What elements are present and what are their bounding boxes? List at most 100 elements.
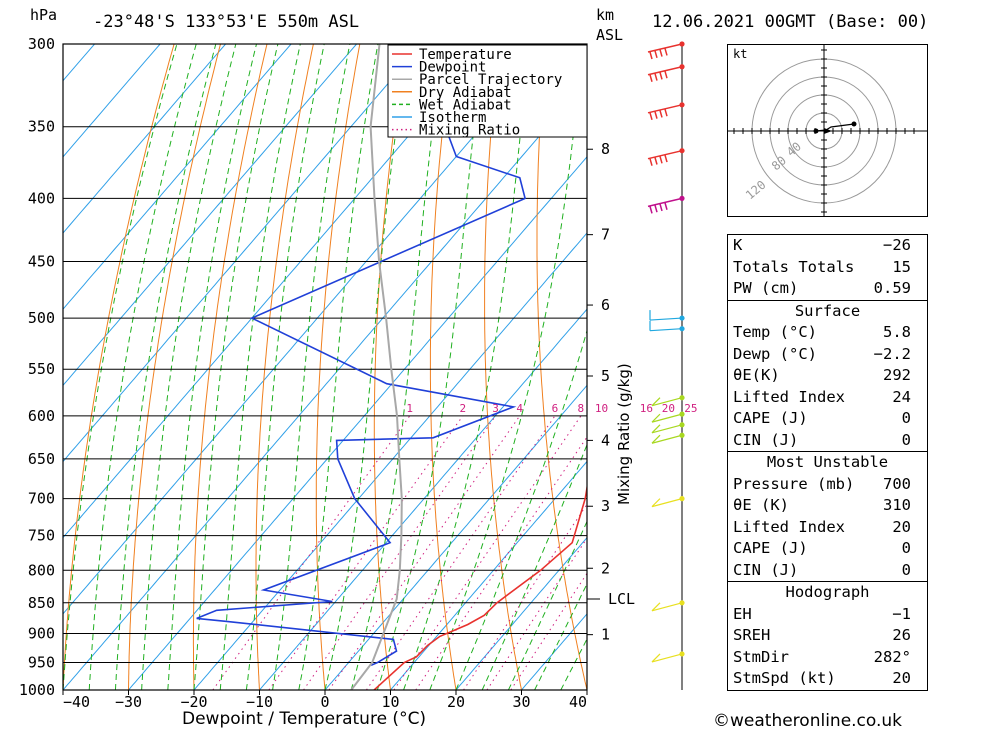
barb-staff — [649, 317, 683, 321]
height-tick-label: 8 — [601, 140, 610, 158]
hodograph-ring-label: 40 — [784, 139, 804, 159]
isotherm — [193, 232, 587, 690]
barb-staff — [647, 197, 683, 208]
dry-adiabat — [962, 35, 1000, 690]
x-axis-title: Dewpoint / Temperature (°C) — [182, 709, 427, 729]
mixing-ratio-axis-title: Mixing Ratio (g/kg) — [615, 363, 633, 505]
barb-staff — [651, 434, 683, 444]
mixing-ratio-label: 2 — [459, 402, 466, 415]
pressure-unit-label: hPa — [30, 6, 58, 24]
mixing-ratio-line — [328, 415, 521, 690]
isotherm — [63, 44, 423, 463]
table-row: Pressure (mb) 700 — [728, 474, 927, 496]
row-label: CAPE (J) — [733, 539, 808, 557]
barb-flag — [664, 70, 668, 79]
wet-adiabat — [114, 44, 217, 690]
wet-adiabat — [507, 520, 587, 690]
row-value: 24 — [892, 387, 911, 406]
hodograph: kt 40 80 120 — [727, 44, 928, 217]
row-label: θE (K) — [733, 496, 789, 514]
row-label: CIN (J) — [733, 430, 799, 449]
height-tick-label: 2 — [601, 559, 610, 577]
hodograph-ring-label: 120 — [743, 178, 769, 203]
wet-adiabat — [481, 443, 587, 690]
isotherm — [390, 460, 587, 690]
pressure-tick-label: 1000 — [19, 681, 55, 699]
table-row: StmSpd (kt) 20 — [728, 668, 927, 690]
barb-feather — [651, 602, 661, 612]
series-dewpoint — [196, 44, 527, 667]
mixing-ratio-labels: 1 2 3 4 6 8 10 16 20 25 — [406, 402, 697, 415]
barb-staff — [647, 104, 683, 114]
legend-label: Dewpoint — [419, 60, 486, 76]
pressure-tick-label: 600 — [28, 407, 55, 425]
x-tick-label: −30 — [115, 693, 142, 711]
barb-staff — [651, 424, 683, 434]
table-row: PW (cm) 0.59 — [728, 278, 927, 300]
row-label: StmSpd (kt) — [733, 669, 836, 687]
barb-flag — [649, 112, 653, 121]
barb-staff — [651, 653, 683, 663]
row-value: 292 — [883, 366, 911, 384]
barb-staff — [647, 43, 683, 53]
height-tick-label: 6 — [601, 296, 610, 314]
x-tick-label: 10 — [381, 693, 399, 711]
row-label: EH — [733, 604, 752, 623]
pressure-tick-label: 950 — [28, 653, 55, 671]
barb-staff — [651, 602, 683, 612]
table-row: CAPE (J) 0 — [728, 408, 927, 430]
barb-feather — [651, 434, 661, 444]
row-value: 700 — [883, 474, 911, 493]
isotherm — [455, 536, 587, 690]
wind-barb — [651, 600, 685, 612]
legend-label: Isotherm — [419, 110, 486, 126]
barb-flag — [649, 158, 653, 166]
isotherm — [63, 44, 292, 310]
isotherm — [63, 44, 489, 539]
dry-adiabat — [373, 44, 407, 690]
wind-barb — [647, 41, 685, 60]
table-row: Lifted Index 20 — [728, 517, 927, 539]
wet-adiabat — [63, 44, 178, 690]
x-tick-label: 30 — [512, 693, 530, 711]
table-row: Lifted Index 24 — [728, 387, 927, 409]
height-tick-label: 1 — [601, 626, 610, 644]
barb-flag — [664, 154, 668, 163]
x-tick-label: 40 — [569, 693, 587, 711]
wind-barb — [651, 395, 685, 407]
row-value: 20 — [892, 669, 911, 687]
mixing-ratio-label: 25 — [684, 402, 697, 415]
pressure-tick-label: 400 — [28, 189, 55, 207]
most-unstable-title: Most Unstable — [766, 453, 889, 471]
row-value: 0 — [901, 560, 911, 579]
row-value: −26 — [883, 236, 911, 254]
row-value: 310 — [883, 496, 911, 514]
barb-staff — [647, 149, 683, 160]
barb-staff — [651, 413, 683, 423]
mixing-ratio-line — [268, 415, 464, 690]
series-temperature — [373, 483, 587, 690]
dry-adiabat — [916, 35, 1000, 690]
x-tick-label: −10 — [246, 693, 273, 711]
table-row: K −26 — [728, 235, 927, 257]
wet-adiabat — [350, 44, 445, 690]
hodograph-stats-title: Hodograph — [785, 583, 870, 601]
pressure-tick-label: 300 — [28, 35, 55, 53]
wet-adiabat — [429, 44, 584, 690]
height-unit-asl: ASL — [596, 26, 624, 44]
row-value: 26 — [892, 626, 911, 644]
height-tick-label: 7 — [601, 226, 610, 244]
indices-table: K −26 Totals Totals 15 PW (cm) 0.59 Surface T… — [727, 234, 928, 691]
row-value: 15 — [892, 257, 911, 276]
pressure-tick-label: 450 — [28, 253, 55, 271]
dry-adiabat — [315, 44, 361, 690]
hodograph-point — [813, 128, 819, 134]
barb-flag — [654, 73, 658, 81]
row-value: −2.2 — [873, 344, 911, 363]
wind-barb — [647, 102, 685, 121]
row-label: SREH — [733, 626, 771, 644]
row-value: 20 — [892, 517, 911, 536]
x-tick-label: 20 — [447, 693, 465, 711]
x-tick-label: 0 — [320, 693, 329, 711]
